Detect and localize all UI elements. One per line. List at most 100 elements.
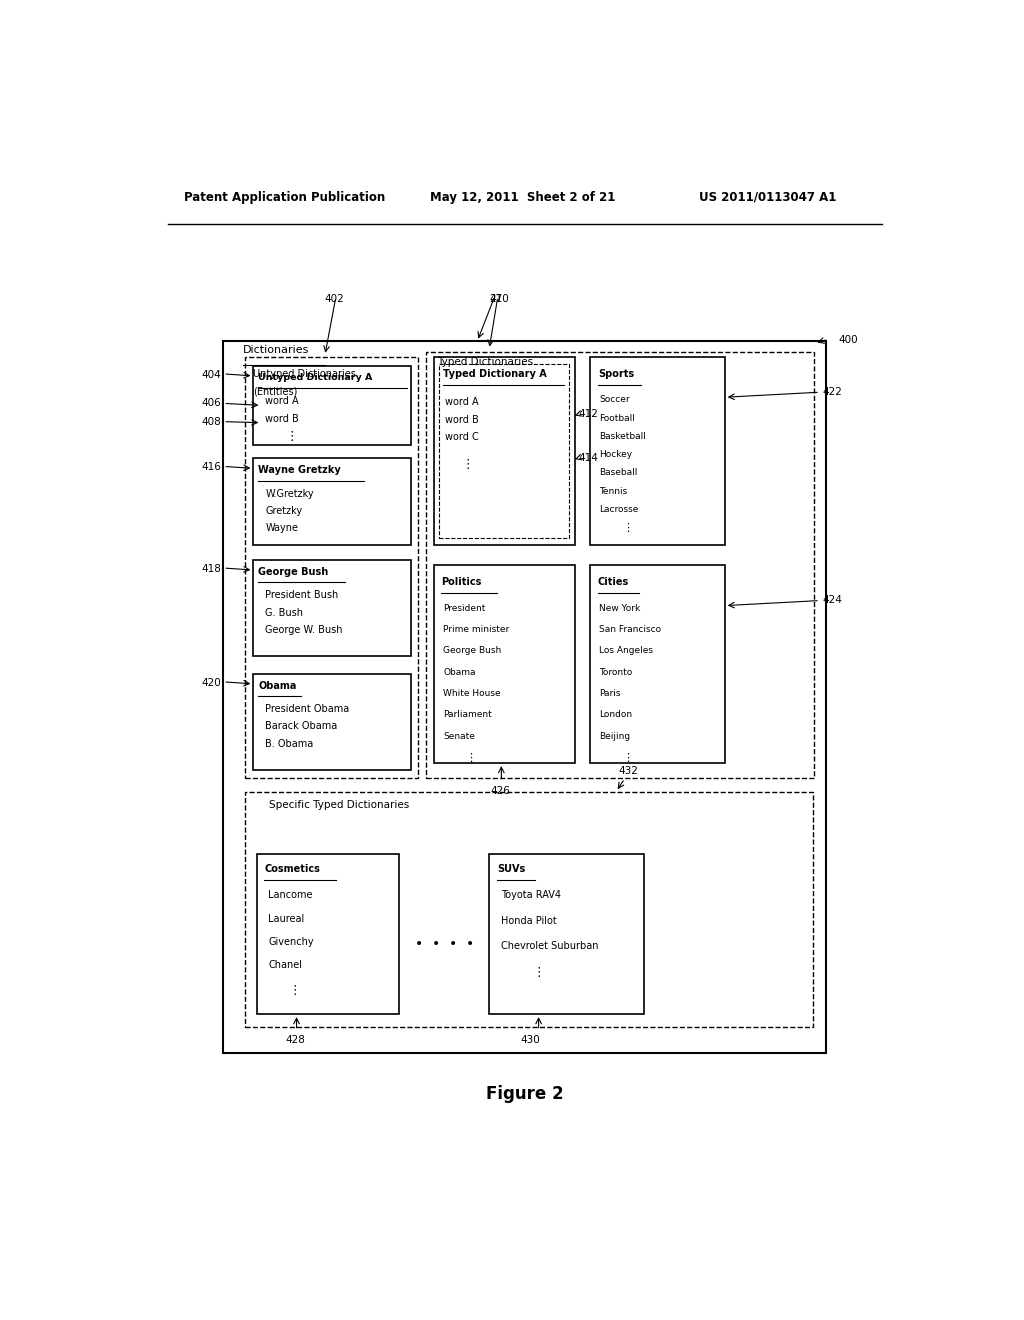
Text: Lacrosse: Lacrosse [599, 506, 639, 513]
Text: Cosmetics: Cosmetics [264, 863, 321, 874]
Text: 420: 420 [202, 677, 221, 688]
Text: London: London [599, 710, 633, 719]
FancyBboxPatch shape [433, 356, 574, 545]
Text: Los Angeles: Los Angeles [599, 647, 653, 655]
Text: ⋮: ⋮ [622, 752, 633, 763]
FancyBboxPatch shape [433, 565, 574, 763]
Text: Soccer: Soccer [599, 395, 630, 404]
FancyBboxPatch shape [489, 854, 644, 1014]
FancyBboxPatch shape [253, 458, 411, 545]
Text: Untyped Dictionary A: Untyped Dictionary A [258, 372, 373, 381]
Text: May 12, 2011  Sheet 2 of 21: May 12, 2011 Sheet 2 of 21 [430, 191, 615, 203]
Text: Cities: Cities [598, 577, 629, 587]
Text: George W. Bush: George W. Bush [265, 624, 343, 635]
Text: SUVs: SUVs [497, 863, 525, 874]
Text: Tennis: Tennis [599, 487, 628, 496]
Text: Lancome: Lancome [268, 890, 313, 900]
Text: ⋮: ⋮ [532, 966, 545, 979]
FancyBboxPatch shape [253, 673, 411, 771]
FancyBboxPatch shape [439, 364, 569, 537]
FancyBboxPatch shape [257, 854, 399, 1014]
Text: 406: 406 [202, 399, 221, 408]
Text: Prime minister: Prime minister [443, 624, 509, 634]
Text: W.Gretzky: W.Gretzky [265, 488, 314, 499]
Text: Honda Pilot: Honda Pilot [501, 916, 557, 925]
Text: ⋮: ⋮ [289, 983, 301, 997]
Text: 408: 408 [202, 417, 221, 426]
FancyBboxPatch shape [246, 356, 419, 779]
Text: word A: word A [265, 396, 299, 407]
FancyBboxPatch shape [223, 342, 826, 1053]
Text: Wayne Gretzky: Wayne Gretzky [258, 466, 341, 475]
Text: B. Obama: B. Obama [265, 739, 313, 748]
Text: President Obama: President Obama [265, 704, 349, 714]
Text: (Entities): (Entities) [253, 385, 298, 396]
Text: Basketball: Basketball [599, 432, 646, 441]
Text: Figure 2: Figure 2 [486, 1085, 563, 1104]
Text: Dictionaries: Dictionaries [243, 346, 309, 355]
Text: Toronto: Toronto [599, 668, 633, 677]
FancyBboxPatch shape [246, 792, 813, 1027]
Text: 432: 432 [618, 767, 638, 776]
Text: 418: 418 [202, 564, 221, 574]
FancyBboxPatch shape [253, 560, 411, 656]
FancyBboxPatch shape [590, 565, 725, 763]
Text: Football: Football [599, 413, 635, 422]
Text: Paris: Paris [599, 689, 621, 698]
Text: 428: 428 [285, 1035, 305, 1044]
Text: word A: word A [445, 397, 479, 408]
Text: George Bush: George Bush [443, 647, 502, 655]
Text: ⋮: ⋮ [462, 458, 474, 471]
Text: 416: 416 [202, 462, 221, 473]
Text: word C: word C [445, 432, 479, 442]
Text: Typed Dictionaries: Typed Dictionaries [437, 356, 534, 367]
Text: Beijing: Beijing [599, 731, 631, 741]
Text: Obama: Obama [258, 681, 297, 690]
Text: ⋮: ⋮ [465, 752, 476, 763]
Text: Obama: Obama [443, 668, 475, 677]
Text: Untyped Dictionaries: Untyped Dictionaries [253, 368, 356, 379]
FancyBboxPatch shape [590, 356, 725, 545]
Text: Politics: Politics [441, 577, 482, 587]
Text: 424: 424 [822, 595, 843, 606]
Text: 422: 422 [822, 387, 843, 397]
Text: 404: 404 [202, 370, 221, 380]
Text: San Francisco: San Francisco [599, 624, 662, 634]
Text: Gretzky: Gretzky [265, 506, 302, 516]
Text: Hockey: Hockey [599, 450, 633, 459]
Text: Chanel: Chanel [268, 961, 302, 970]
Text: President: President [443, 603, 485, 612]
Text: 414: 414 [579, 453, 599, 463]
Text: George Bush: George Bush [258, 568, 329, 577]
Text: Patent Application Publication: Patent Application Publication [183, 191, 385, 203]
Text: Wayne: Wayne [265, 523, 298, 533]
Text: Sports: Sports [598, 368, 634, 379]
Text: ⋮: ⋮ [622, 523, 633, 533]
Text: Specific Typed Dictionaries: Specific Typed Dictionaries [269, 800, 410, 809]
Text: Laureal: Laureal [268, 913, 305, 924]
Text: 400: 400 [839, 335, 858, 346]
Text: President Bush: President Bush [265, 590, 339, 601]
Text: 402: 402 [325, 293, 344, 304]
Text: 426: 426 [490, 785, 510, 796]
FancyBboxPatch shape [426, 351, 814, 779]
Text: 430: 430 [520, 1035, 540, 1044]
Text: Parliament: Parliament [443, 710, 492, 719]
Text: 412: 412 [579, 409, 599, 420]
Text: Barack Obama: Barack Obama [265, 722, 338, 731]
Text: ⋮: ⋮ [285, 430, 298, 442]
Text: White House: White House [443, 689, 501, 698]
Text: US 2011/0113047 A1: US 2011/0113047 A1 [699, 191, 837, 203]
Text: Typed Dictionary A: Typed Dictionary A [443, 368, 547, 379]
Text: word B: word B [265, 413, 299, 424]
Text: Chevrolet Suburban: Chevrolet Suburban [501, 941, 598, 950]
Text: G. Bush: G. Bush [265, 607, 303, 618]
Text: New York: New York [599, 603, 641, 612]
Text: Senate: Senate [443, 731, 475, 741]
Text: word B: word B [445, 414, 479, 425]
FancyBboxPatch shape [253, 366, 411, 445]
Text: Toyota RAV4: Toyota RAV4 [501, 890, 561, 900]
Text: Givenchy: Givenchy [268, 937, 314, 946]
Text: 410: 410 [489, 293, 510, 304]
Text: 27: 27 [489, 293, 503, 304]
